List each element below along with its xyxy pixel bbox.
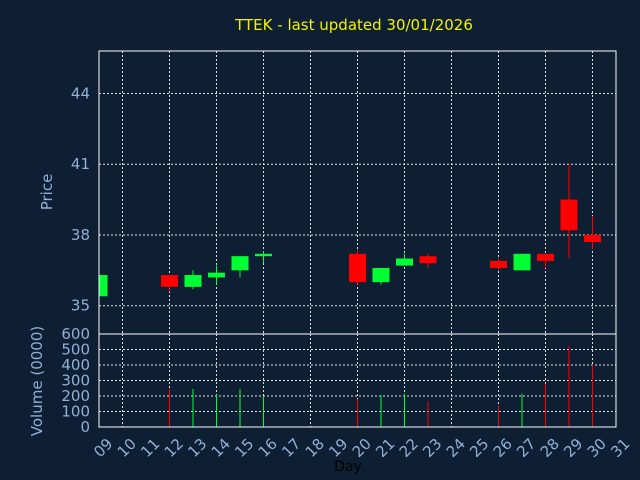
x-tick-label: 18 xyxy=(302,435,328,461)
x-tick-label: 27 xyxy=(513,435,539,461)
x-tick-label: 26 xyxy=(490,435,516,461)
candle-body xyxy=(161,275,178,287)
volume-panel-frame xyxy=(98,333,617,428)
candle-body xyxy=(537,253,554,261)
candle-body xyxy=(208,272,225,278)
volume-tick-label: 400 xyxy=(61,356,90,374)
volume-axis-label: Volume (0000) xyxy=(28,326,46,436)
x-tick-label: 22 xyxy=(396,435,422,461)
x-tick-label: 30 xyxy=(584,435,610,461)
price-tick-label: 44 xyxy=(71,84,90,102)
x-tick-label: 17 xyxy=(278,435,304,461)
volume-tick-label: 500 xyxy=(61,341,90,359)
candle-body xyxy=(396,258,413,266)
chart-title: TTEK - last updated 30/01/2026 xyxy=(234,16,473,34)
price-tick-label: 35 xyxy=(71,297,90,315)
x-tick-label: 10 xyxy=(114,435,140,461)
volume-tick-label: 200 xyxy=(61,387,90,405)
volume-tick-label: 600 xyxy=(61,325,90,343)
candle-body xyxy=(255,253,272,257)
price-axis-label: Price xyxy=(38,174,56,211)
x-tick-label: 23 xyxy=(419,435,445,461)
price-tick-labels: 35 38 41 44 xyxy=(71,84,90,314)
x-tick-label: 16 xyxy=(255,435,281,461)
x-tick-label: 25 xyxy=(466,435,492,461)
x-tick-label: 13 xyxy=(184,435,210,461)
candles xyxy=(98,164,601,297)
volume-tick-label: 300 xyxy=(61,372,90,390)
candle-body xyxy=(372,267,390,283)
x-tick-label: 15 xyxy=(231,435,257,461)
x-tick-label: 19 xyxy=(325,435,351,461)
volume-tick-label: 0 xyxy=(80,418,90,436)
candle-body xyxy=(513,253,531,271)
candle-body xyxy=(490,260,507,268)
candle-body xyxy=(349,253,366,283)
candle-body xyxy=(560,199,578,231)
candle-body xyxy=(584,234,601,243)
candle-body xyxy=(231,256,249,271)
price-tick-label: 38 xyxy=(71,226,90,244)
x-tick-label: 24 xyxy=(443,435,469,461)
x-tick-label: 31 xyxy=(607,435,633,461)
volume-bars xyxy=(169,346,593,427)
x-tick-label: 09 xyxy=(90,435,116,461)
x-tick-label: 28 xyxy=(537,435,563,461)
x-tick-labels: 0910111213141516171819202122232425262728… xyxy=(90,435,633,461)
candle-body xyxy=(184,275,202,287)
x-tick-label: 12 xyxy=(161,435,187,461)
x-tick-label: 29 xyxy=(560,435,586,461)
x-tick-label: 21 xyxy=(372,435,398,461)
price-tick-label: 41 xyxy=(71,155,90,173)
volume-tick-label: 100 xyxy=(61,403,90,421)
x-tick-label: 14 xyxy=(208,435,234,461)
x-tick-label: 11 xyxy=(137,435,163,461)
price-grid xyxy=(99,51,616,334)
candle-body xyxy=(419,256,437,264)
x-tick-label: 20 xyxy=(349,435,375,461)
x-axis-label: Day xyxy=(334,459,362,475)
candle-body xyxy=(99,275,108,297)
